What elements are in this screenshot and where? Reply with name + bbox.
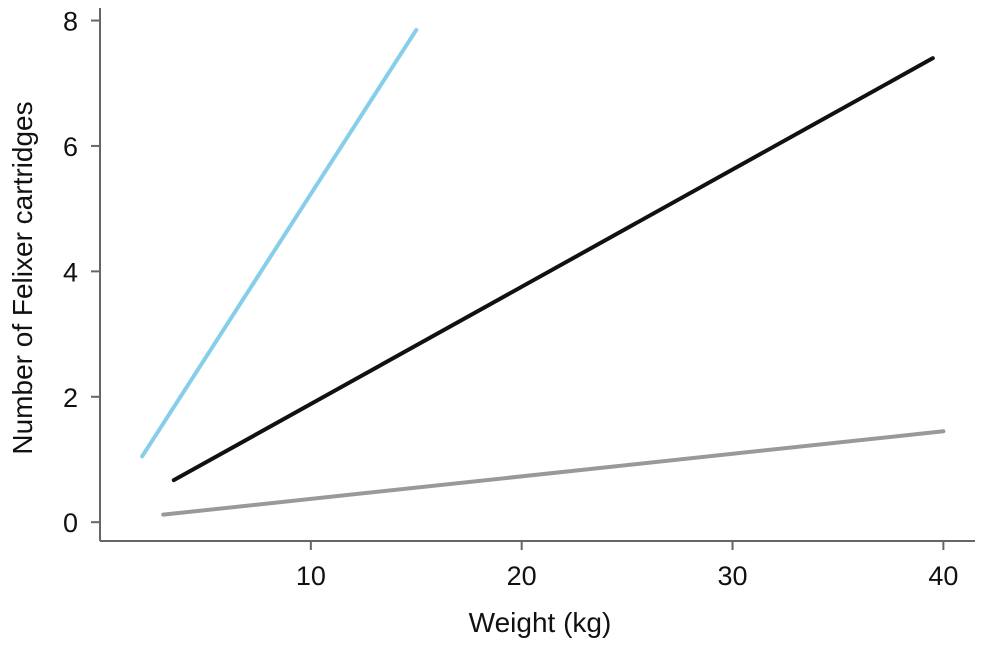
x-axis-ticks: 10 20 30 40 <box>296 541 958 591</box>
y-tick-label: 2 <box>63 383 78 413</box>
x-tick-label: 30 <box>718 561 748 591</box>
y-axis-title: Number of Felixer cartridges <box>7 101 38 454</box>
y-tick-label: 8 <box>63 7 78 37</box>
x-tick-label: 10 <box>296 561 326 591</box>
y-tick-label: 4 <box>63 257 78 287</box>
x-tick-label: 20 <box>507 561 537 591</box>
y-axis-ticks: 0 2 4 6 8 <box>63 7 100 538</box>
series-line-2 <box>171 56 935 483</box>
y-tick-label: 0 <box>63 508 78 538</box>
series-line-1 <box>140 27 419 459</box>
x-tick-label: 40 <box>928 561 958 591</box>
series-layer <box>140 27 946 517</box>
series-line-3 <box>161 429 946 517</box>
x-axis-title: Weight (kg) <box>469 607 612 638</box>
y-tick-label: 6 <box>63 132 78 162</box>
